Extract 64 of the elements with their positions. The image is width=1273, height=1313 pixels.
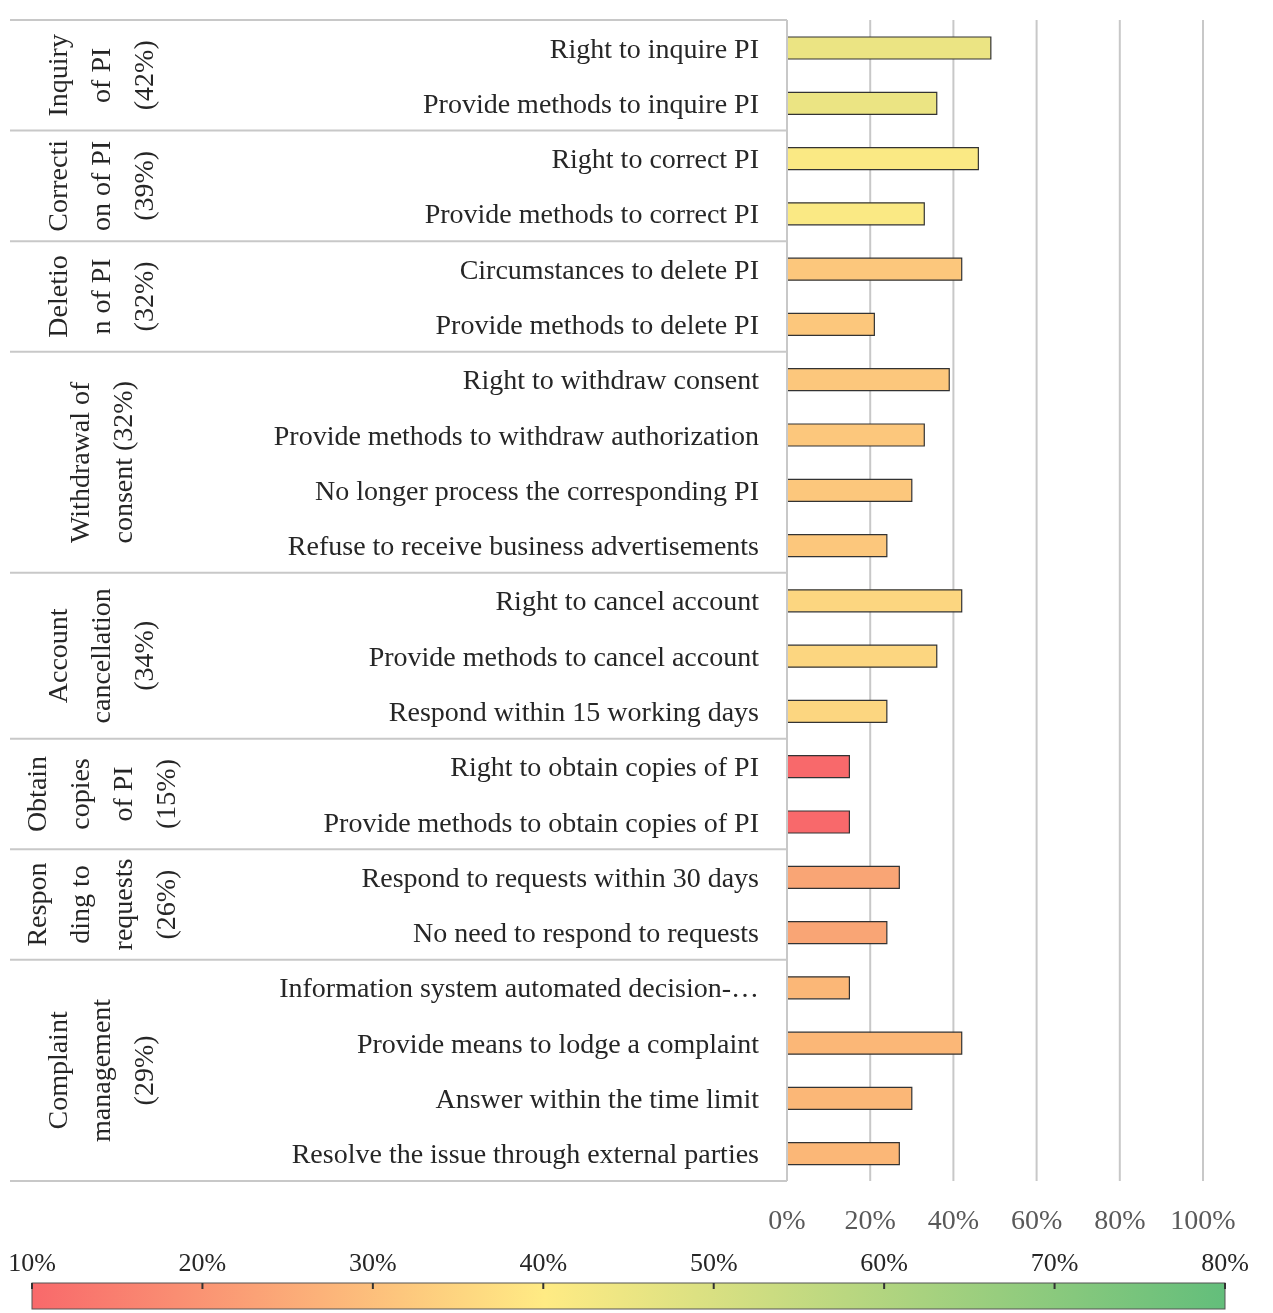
color-bar-label: 20%	[178, 1248, 227, 1277]
bar	[787, 478, 913, 502]
bar	[787, 865, 900, 889]
y-tick-label: No need to respond to requests	[412, 917, 759, 949]
bar	[787, 920, 888, 945]
x-tick-label: 60%	[1010, 1203, 1063, 1235]
y-tick-label: Right to correct PI	[551, 143, 759, 175]
bar	[787, 589, 963, 613]
color-bar-label: 50%	[689, 1248, 738, 1277]
y-tick-label: Information system automated decision-…	[279, 972, 759, 1004]
bar	[787, 810, 850, 834]
text: Complaint management (29%)	[42, 998, 159, 1142]
y-tick-label: Provide means to lodge a complaint	[356, 1027, 760, 1059]
x-tick-label: 100%	[1170, 1203, 1236, 1235]
y-tick-label: Provide methods to inquire PI	[423, 87, 759, 119]
color-bar-label: 30%	[349, 1248, 397, 1277]
bar	[787, 257, 963, 281]
y-tick-label: Refuse to receive business advertisements	[287, 530, 759, 562]
bar	[787, 755, 850, 779]
y-tick-label: Provide methods to cancel account	[368, 640, 760, 672]
y-tick-label: Right to inquire PI	[549, 32, 759, 64]
y-tick-label: No longer process the corresponding PI	[314, 474, 759, 506]
x-tick-label: 0%	[768, 1203, 806, 1235]
bar	[787, 202, 925, 226]
bar	[787, 699, 888, 724]
y-tick-label: Provide methods to correct PI	[424, 198, 759, 230]
color-bar-label: 10%	[8, 1248, 56, 1277]
text: Account cancellation (34%)	[42, 588, 159, 724]
y-tick-label: Right to withdraw consent	[462, 364, 760, 396]
bar	[787, 146, 979, 171]
text: Withdrawal of consent (32%)	[63, 380, 138, 544]
bar	[787, 1142, 900, 1166]
bar	[787, 533, 888, 558]
y-tick-label: Right to cancel account	[495, 585, 760, 617]
color-bar-label: 70%	[1030, 1248, 1079, 1277]
bar	[787, 1086, 913, 1111]
y-tick-label: Circumstances to delete PI	[459, 253, 759, 285]
y-tick-label: Right to obtain copies of PI	[450, 751, 759, 783]
x-tick-label: 40%	[927, 1203, 980, 1235]
y-tick-label: Answer within the time limit	[435, 1083, 760, 1115]
bar	[787, 368, 950, 392]
bar	[787, 423, 925, 447]
text: Inquiry of PI (42%)	[42, 34, 159, 117]
x-tick-label: 20%	[844, 1203, 896, 1235]
color-bar-label: 80%	[1201, 1248, 1249, 1277]
y-tick-label: Provide methods to obtain copies of PI	[323, 806, 759, 838]
y-tick-label: Provide methods to delete PI	[435, 309, 759, 341]
y-tick-label: Resolve the issue through external parties	[291, 1138, 759, 1170]
bar	[787, 976, 850, 1000]
bar	[787, 1031, 963, 1055]
bar	[787, 36, 992, 60]
bar	[787, 91, 938, 115]
bar	[787, 312, 875, 337]
bar	[787, 644, 938, 668]
color-bar-label: 60%	[860, 1248, 908, 1277]
y-tick-label: Respond within 15 working days	[388, 696, 759, 728]
y-tick-label: Provide methods to withdraw authorization	[273, 419, 759, 451]
text: Correcti on of PI (39%)	[42, 139, 159, 232]
y-tick-label: Respond to requests within 30 days	[361, 861, 759, 893]
text: Deletio n of PI (32%)	[42, 255, 159, 338]
text: Respon ding to requests (26%)	[20, 858, 181, 951]
color-bar-label: 40%	[519, 1248, 568, 1277]
x-tick-label: 80%	[1094, 1203, 1146, 1235]
text: Obtain copies of PI (15%)	[20, 755, 181, 833]
